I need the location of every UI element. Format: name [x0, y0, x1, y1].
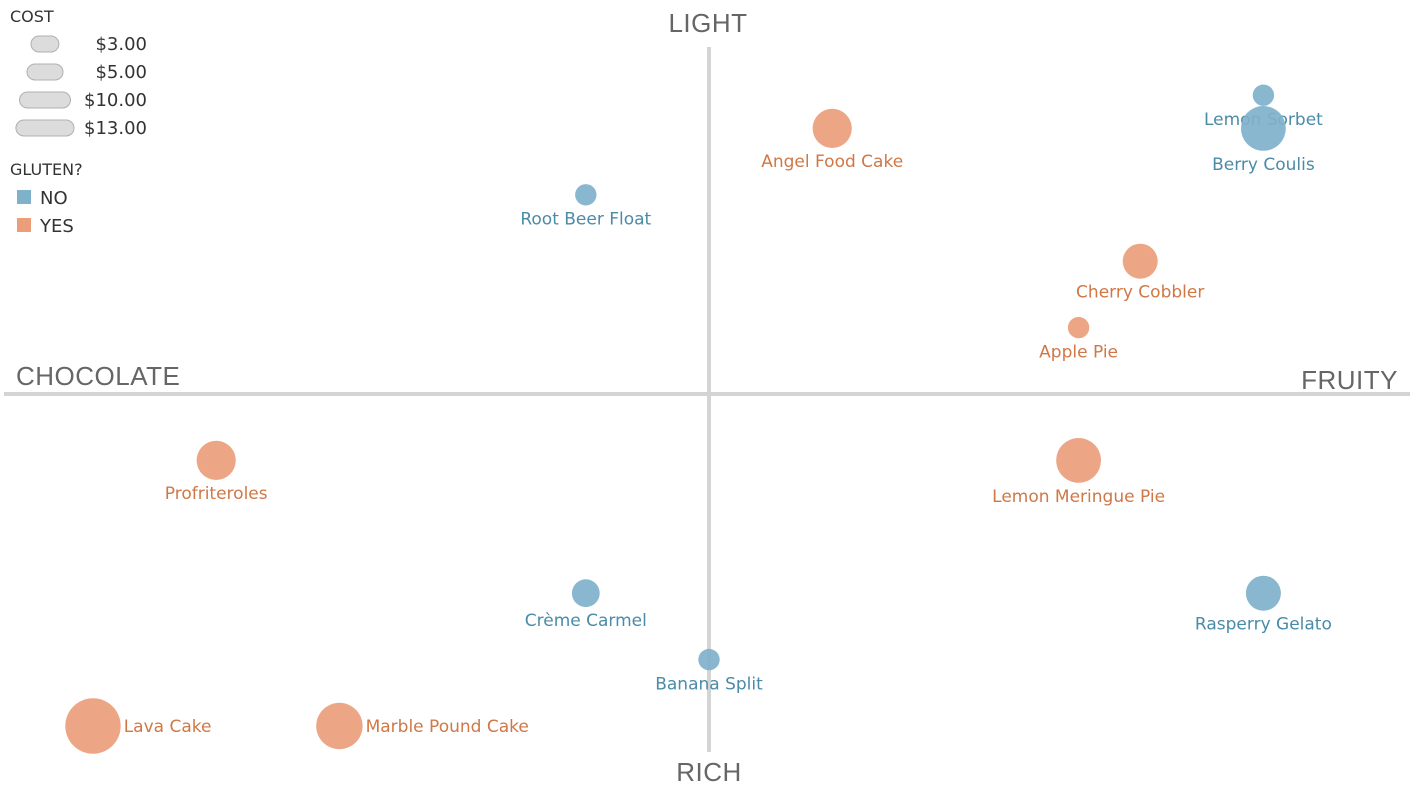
point-marker [698, 648, 720, 671]
point-marker [1241, 105, 1286, 151]
point-label: Rasperry Gelato [1195, 615, 1332, 635]
gluten-legend-label: NO [40, 188, 68, 209]
point-marker [196, 440, 236, 480]
point-marker [812, 108, 852, 148]
point-label: Crème Carmel [525, 611, 647, 631]
point-label: Profriteroles [165, 484, 268, 504]
point-marker [316, 702, 363, 750]
point-label: Cherry Cobbler [1076, 283, 1204, 303]
point-marker [571, 579, 600, 608]
point-marker [1245, 575, 1281, 611]
axis-label-rich: RICH [676, 757, 742, 787]
cost-legend-swatch [26, 63, 64, 81]
axis-label-fruity: FRUITY [1301, 365, 1398, 395]
cost-legend-label: $3.00 [95, 34, 147, 55]
point-label: Berry Coulis [1212, 155, 1315, 175]
point-marker [1122, 243, 1158, 279]
point-label: Lemon Meringue Pie [992, 487, 1165, 507]
gluten-legend-label: YES [39, 216, 74, 237]
gluten-legend: GLUTEN? NO YES [10, 160, 83, 237]
point-label: Lava Cake [124, 717, 212, 737]
point-marker [1252, 84, 1275, 106]
point-label: Marble Pound Cake [366, 717, 529, 737]
cost-legend-label: $13.00 [84, 118, 147, 139]
cost-legend: COST $3.00 $5.00 $10.00 $13.00 [10, 7, 147, 139]
point-marker [575, 184, 597, 206]
point-marker [65, 698, 121, 754]
cost-legend-swatch [15, 119, 75, 137]
point-marker [1067, 316, 1090, 339]
point-label: Banana Split [655, 674, 763, 694]
cost-legend-label: $5.00 [95, 62, 147, 83]
cost-legend-label: $10.00 [84, 90, 147, 111]
gluten-legend-swatch [17, 218, 31, 232]
point-label: Apple Pie [1039, 342, 1118, 362]
point-label: Root Beer Float [520, 210, 651, 230]
point-marker [1056, 438, 1101, 483]
cost-legend-swatch [30, 35, 60, 53]
axis-label-light: LIGHT [668, 8, 747, 38]
gluten-legend-swatch [17, 190, 31, 204]
axis-label-chocolate: CHOCOLATE [16, 361, 180, 391]
cost-legend-title: COST [10, 7, 54, 26]
cost-legend-swatch [19, 91, 71, 109]
point-label: Angel Food Cake [761, 152, 903, 172]
gluten-legend-title: GLUTEN? [10, 160, 83, 179]
